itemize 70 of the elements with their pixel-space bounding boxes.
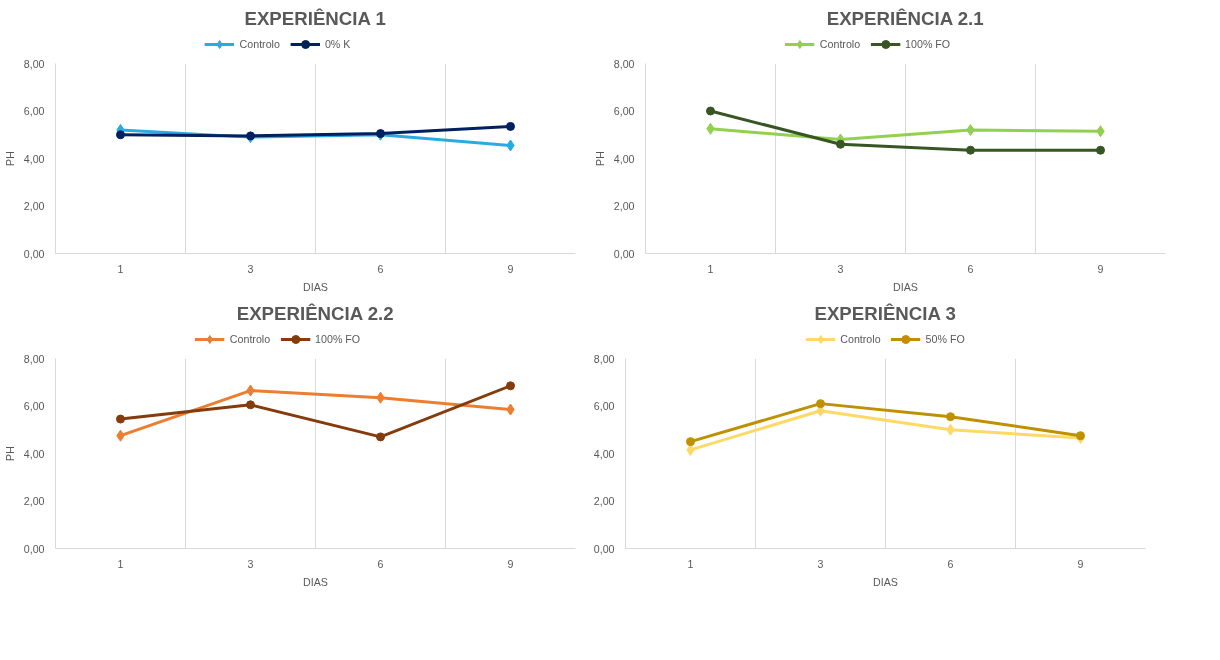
chart-title: EXPERIÊNCIA 2.2 <box>236 302 394 324</box>
y-tick-label: 0,00 <box>23 247 45 260</box>
y-tick-label: 4,00 <box>593 447 615 460</box>
chart-title: EXPERIÊNCIA 1 <box>244 7 386 29</box>
x-axis-title: DIAS <box>893 280 918 293</box>
point <box>966 124 975 136</box>
y-axis-title: PH <box>3 446 16 461</box>
y-tick-label: 0,00 <box>23 542 45 555</box>
y-tick-label: 8,00 <box>593 352 615 365</box>
point <box>1076 431 1085 441</box>
x-tick-label: 3 <box>247 262 254 275</box>
y-tick-label: 6,00 <box>23 400 45 412</box>
point <box>1096 145 1105 155</box>
x-tick-label: 6 <box>947 557 954 570</box>
x-tick-label: 9 <box>507 262 514 275</box>
y-tick-label: 8,00 <box>23 352 45 365</box>
point <box>376 432 385 442</box>
x-tick-label: 3 <box>837 262 844 275</box>
x-axis-title: DIAS <box>303 280 328 293</box>
point <box>816 399 825 409</box>
chart-title: EXPERIÊNCIA 2.1 <box>826 7 984 29</box>
point <box>506 381 515 391</box>
legend-label: Controlo <box>819 38 861 50</box>
x-tick-label: 3 <box>817 557 824 570</box>
point <box>946 412 955 422</box>
legend-label: 50% FO <box>925 333 965 345</box>
legend-label: Controlo <box>229 333 271 345</box>
y-tick-label: 2,00 <box>23 495 45 507</box>
legend-label: 100% FO <box>315 333 361 345</box>
y-tick-label: 0,00 <box>613 247 635 260</box>
y-tick-label: 6,00 <box>613 105 635 117</box>
x-tick-label: 9 <box>1077 557 1084 570</box>
y-tick-label: 8,00 <box>23 57 45 70</box>
y-tick-label: 2,00 <box>613 200 635 212</box>
y-axis-title: PH <box>593 151 606 166</box>
x-tick-label: 6 <box>377 557 384 570</box>
x-tick-label: 3 <box>247 557 254 570</box>
x-tick-label: 9 <box>1097 262 1104 275</box>
y-axis-title: PH <box>3 151 16 166</box>
point <box>506 121 515 131</box>
chart-title: EXPERIÊNCIA 3 <box>814 302 956 324</box>
point <box>836 139 845 149</box>
y-tick-label: 0,00 <box>593 542 615 555</box>
y-tick-label: 4,00 <box>613 152 635 165</box>
y-tick-label: 8,00 <box>613 57 635 70</box>
legend-label: Controlo <box>840 333 881 345</box>
legend-label: 100% FO <box>905 38 951 50</box>
x-axis-title: DIAS <box>303 575 328 588</box>
y-tick-label: 2,00 <box>593 495 615 507</box>
legend-label: Controlo <box>239 38 280 50</box>
x-tick-label: 9 <box>507 557 514 570</box>
x-tick-label: 1 <box>117 262 124 275</box>
x-tick-label: 6 <box>377 262 384 275</box>
x-tick-label: 1 <box>707 262 714 275</box>
y-tick-label: 4,00 <box>23 447 45 460</box>
point <box>116 414 125 424</box>
y-tick-label: 6,00 <box>593 400 615 412</box>
point <box>686 437 695 447</box>
y-tick-label: 2,00 <box>23 200 45 212</box>
point <box>706 106 715 116</box>
y-tick-label: 6,00 <box>23 105 45 117</box>
point <box>246 400 255 410</box>
x-axis-title: DIAS <box>873 575 898 588</box>
x-tick-label: 1 <box>687 557 694 570</box>
x-tick-label: 1 <box>117 557 124 570</box>
point <box>966 145 975 155</box>
y-tick-label: 4,00 <box>23 152 45 165</box>
x-tick-label: 6 <box>967 262 974 275</box>
legend-label: 0% K <box>324 38 351 50</box>
point <box>116 130 125 140</box>
